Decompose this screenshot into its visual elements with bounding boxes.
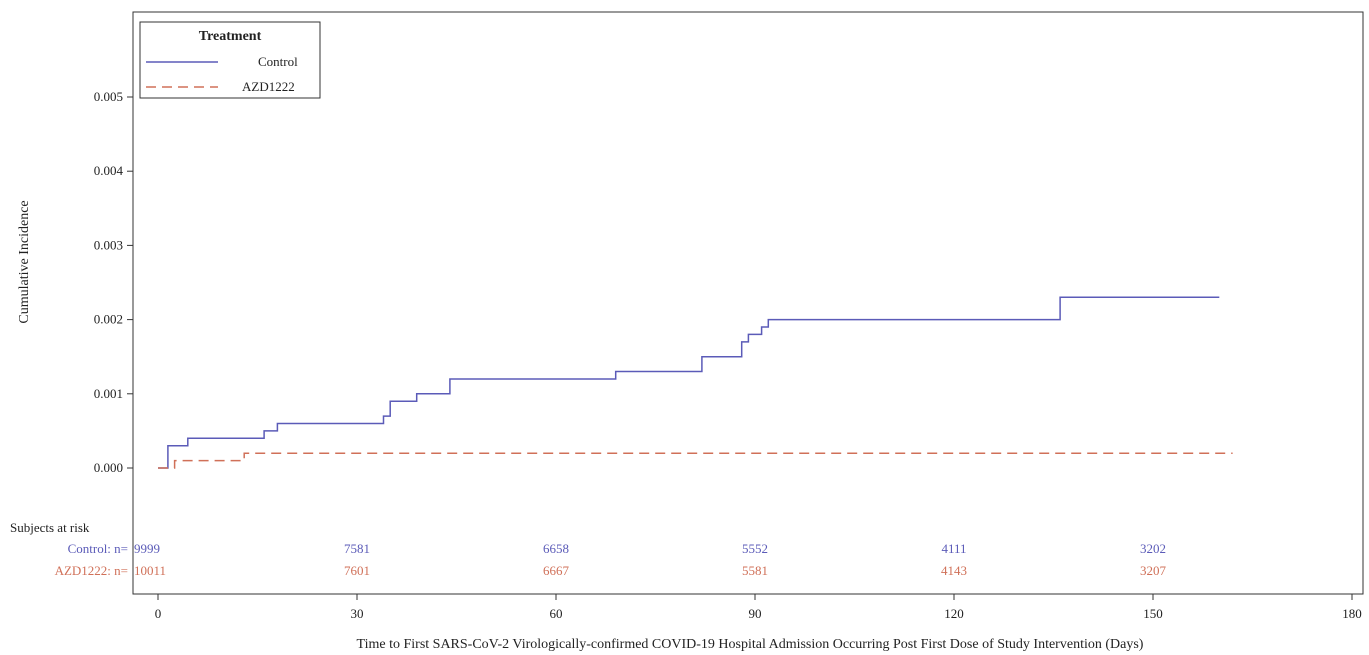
y-tick-label: 0.000 xyxy=(94,460,123,475)
y-tick-label: 0.001 xyxy=(94,386,123,401)
x-tick-label: 90 xyxy=(749,606,762,621)
y-axis-title: Cumulative Incidence xyxy=(17,200,32,323)
y-tick-label: 0.002 xyxy=(94,312,123,327)
risk-value: 7601 xyxy=(344,563,370,578)
y-axis: 0.000 0.001 0.002 0.003 0.004 0.005 xyxy=(94,89,133,475)
series-line-azd1222 xyxy=(158,452,1233,469)
legend-box xyxy=(139,21,321,99)
x-tick-label: 150 xyxy=(1143,606,1163,621)
legend: Treatment Control AZD1222 xyxy=(139,21,321,99)
risk-row-label: AZD1222: n= xyxy=(55,563,128,578)
risk-table-title: Subjects at risk xyxy=(10,520,90,535)
risk-row-label: Control: n= xyxy=(68,541,128,556)
y-tick-label: 0.003 xyxy=(94,237,123,252)
x-tick-label: 120 xyxy=(944,606,964,621)
risk-value: 6658 xyxy=(543,541,569,556)
series-line-control xyxy=(158,296,1220,469)
x-axis-title: Time to First SARS-CoV-2 Virologically-c… xyxy=(357,637,1144,652)
x-tick-label: 60 xyxy=(550,606,563,621)
y-tick-label: 0.004 xyxy=(94,163,124,178)
x-tick-label: 30 xyxy=(351,606,364,621)
risk-table: Subjects at risk Control: n= 9999 7581 6658 5… xyxy=(10,520,1167,578)
risk-value: 5552 xyxy=(742,541,768,556)
x-tick-label: 180 xyxy=(1342,606,1362,621)
risk-value: 3207 xyxy=(1140,563,1167,578)
risk-value: 4111 xyxy=(941,541,966,556)
legend-title: Treatment xyxy=(199,29,262,44)
risk-value: 10011 xyxy=(134,563,166,578)
y-tick-label: 0.005 xyxy=(94,89,123,104)
risk-value: 4143 xyxy=(941,563,967,578)
x-axis: 0 30 60 90 120 150 180 xyxy=(155,594,1362,621)
risk-value: 9999 xyxy=(134,541,160,556)
risk-value: 7581 xyxy=(344,541,370,556)
x-tick-label: 0 xyxy=(155,606,162,621)
risk-value: 5581 xyxy=(742,563,768,578)
risk-value: 3202 xyxy=(1140,541,1166,556)
series-group xyxy=(158,296,1233,469)
risk-value: 6667 xyxy=(543,563,570,578)
legend-entry-control: Control xyxy=(258,54,298,69)
plot-frame xyxy=(132,11,1364,595)
legend-entry-azd1222: AZD1222 xyxy=(242,79,295,94)
